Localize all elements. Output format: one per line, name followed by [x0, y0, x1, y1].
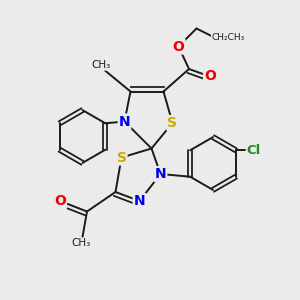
Text: CH₃: CH₃: [91, 60, 110, 70]
Text: O: O: [54, 194, 66, 208]
Text: CH₂CH₃: CH₂CH₃: [212, 33, 244, 42]
Text: Cl: Cl: [247, 144, 261, 157]
Text: O: O: [204, 70, 216, 83]
Text: S: S: [116, 151, 127, 164]
Text: S: S: [167, 116, 178, 130]
Text: CH₃: CH₃: [71, 238, 91, 248]
Text: O: O: [172, 40, 184, 53]
Text: N: N: [134, 194, 145, 208]
Text: N: N: [155, 167, 166, 181]
Text: N: N: [119, 115, 130, 128]
